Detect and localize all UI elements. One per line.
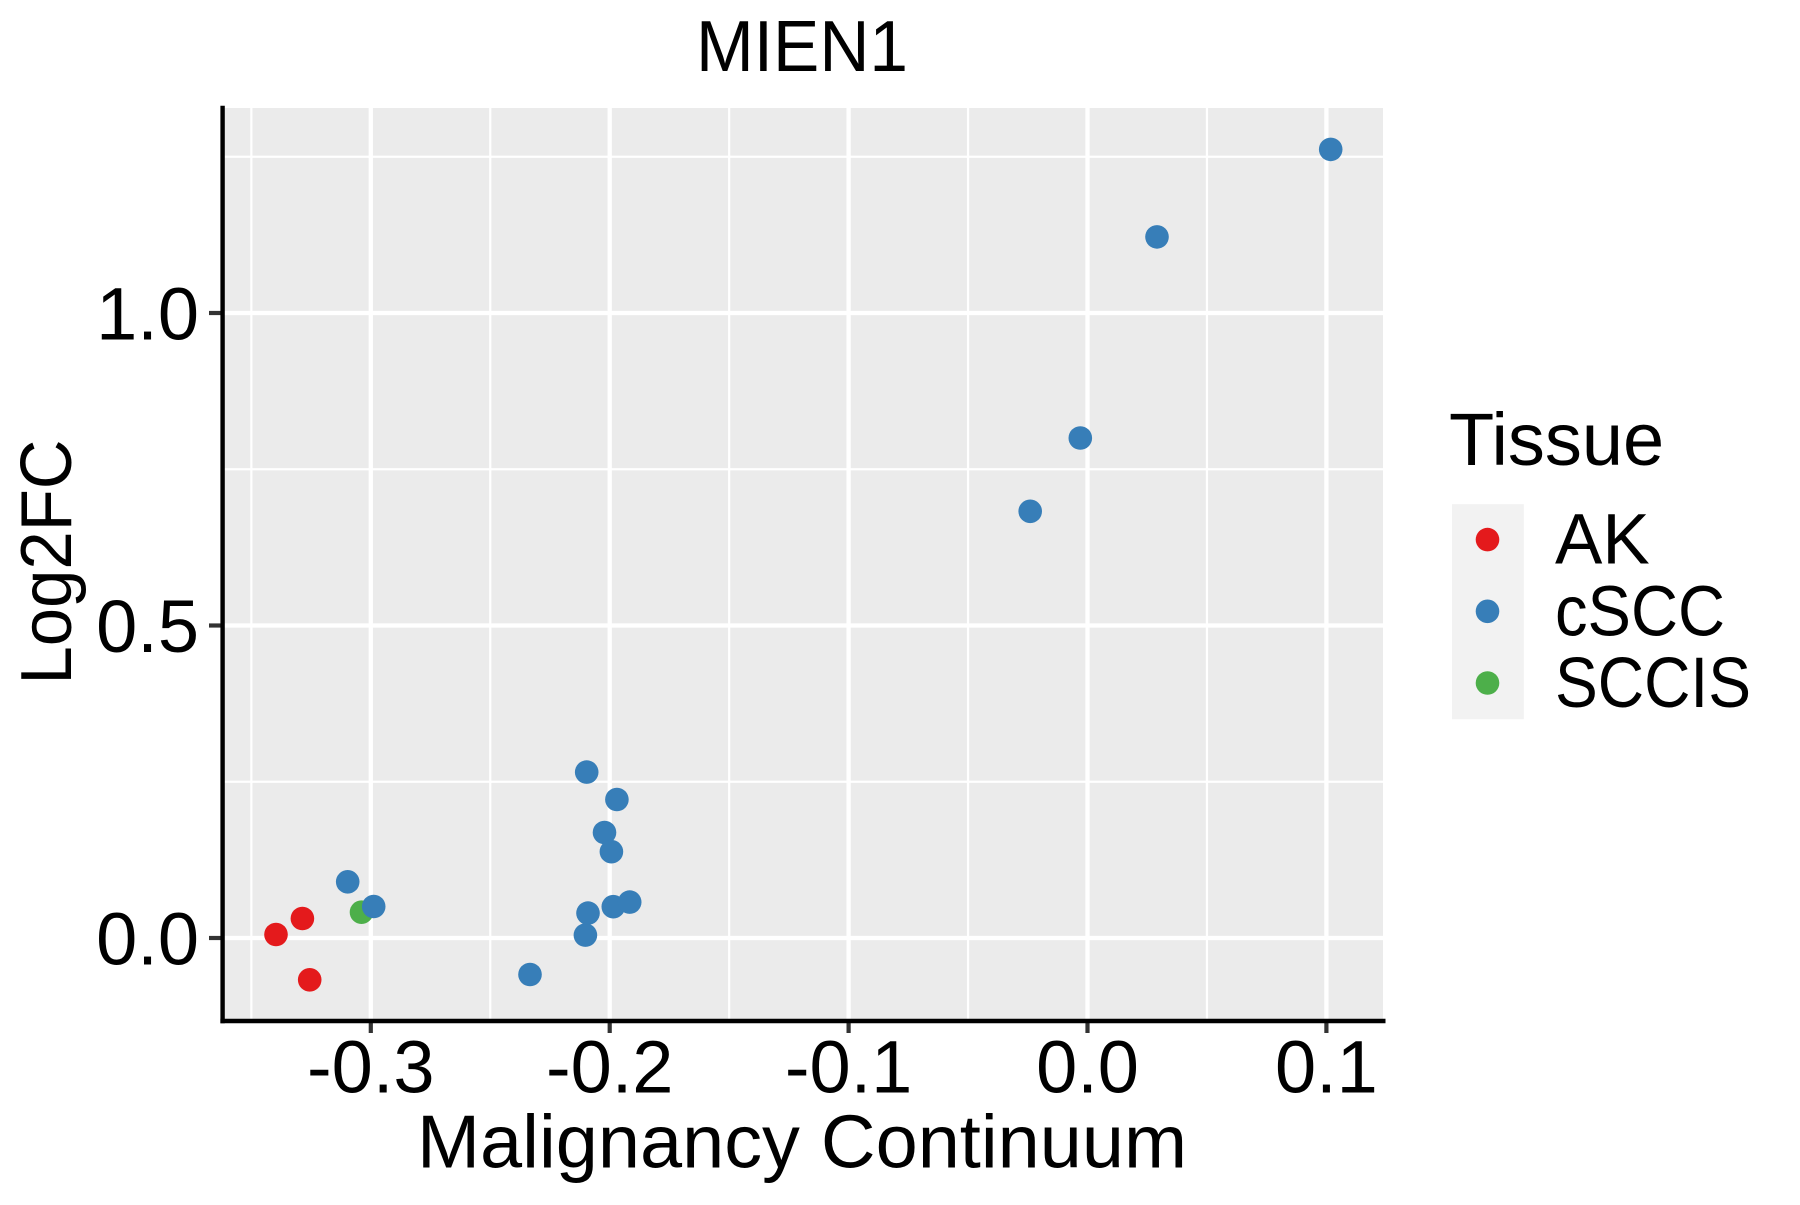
svg-text:AK: AK (1555, 501, 1650, 580)
svg-text:SCCIS: SCCIS (1555, 644, 1751, 723)
svg-text:-0.1: -0.1 (785, 1026, 913, 1109)
svg-text:Log2FC: Log2FC (7, 440, 87, 685)
svg-text:0.1: 0.1 (1275, 1026, 1378, 1109)
svg-text:-0.3: -0.3 (307, 1026, 435, 1109)
svg-text:0.0: 0.0 (96, 897, 199, 980)
svg-text:-0.2: -0.2 (546, 1026, 674, 1109)
svg-text:Malignancy Continuum: Malignancy Continuum (417, 1099, 1187, 1183)
svg-text:0.5: 0.5 (96, 585, 199, 668)
svg-text:MIEN1: MIEN1 (696, 7, 908, 87)
svg-text:1.0: 1.0 (96, 272, 199, 355)
svg-text:Tissue: Tissue (1449, 398, 1664, 481)
svg-text:cSCC: cSCC (1555, 572, 1725, 651)
svg-text:0.0: 0.0 (1036, 1026, 1139, 1109)
